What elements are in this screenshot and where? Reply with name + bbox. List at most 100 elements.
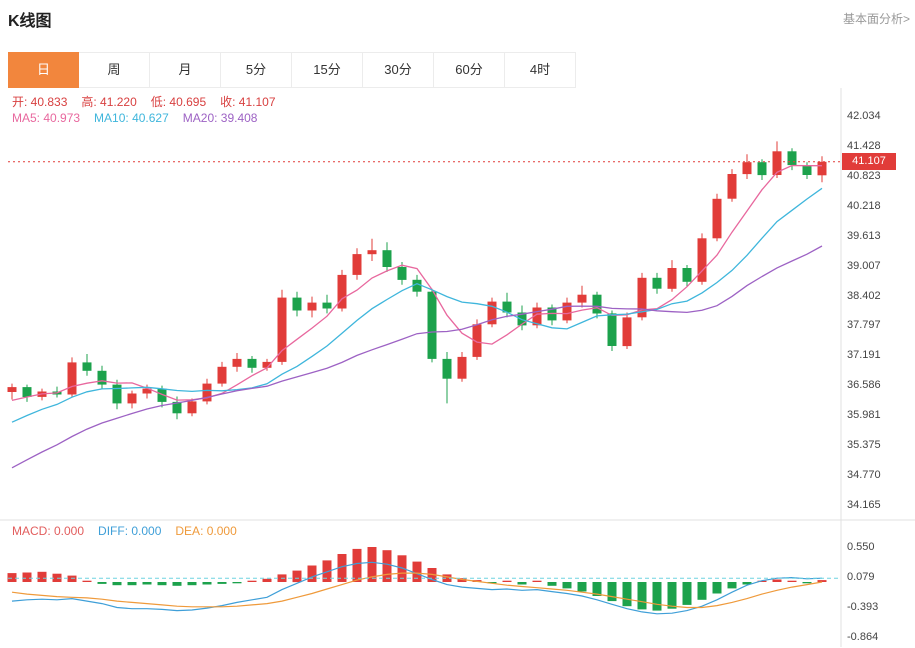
axis-label: 41.428 [847, 140, 881, 152]
candle-body [757, 162, 767, 176]
axis-label: 35.375 [847, 439, 881, 451]
macd-bar [82, 580, 92, 582]
period-tab-6[interactable]: 60分 [434, 52, 505, 88]
macd-bar [172, 582, 182, 586]
axis-label: 40.218 [847, 200, 881, 212]
macd-bar [262, 578, 272, 582]
candle-body [772, 151, 782, 175]
ma-row-item: MA20: 39.408 [182, 111, 258, 125]
macd-bar [337, 554, 347, 582]
candle-body [682, 268, 692, 282]
macd-bar [547, 582, 557, 586]
period-tab-3[interactable]: 5分 [221, 52, 292, 88]
candle-body [442, 358, 452, 379]
last-price-tag: 41.107 [842, 153, 896, 170]
candle-body [82, 362, 92, 371]
axis-label: 38.402 [847, 290, 881, 302]
candle-body [787, 151, 797, 166]
axis-label: 39.007 [847, 260, 881, 272]
candle-body [67, 362, 77, 395]
ohlc-row-item: 高: 41.220 [81, 95, 137, 109]
candle-body [232, 358, 242, 367]
macd-bar [787, 580, 797, 582]
macd-bar [217, 582, 227, 584]
candle-body [592, 294, 602, 314]
period-tabs: 日周月 5分 15分 30分 60分 4时 [8, 52, 576, 88]
macd-bar [142, 582, 152, 585]
fundamental-analysis-link[interactable]: 基本面分析> [842, 12, 910, 26]
macd-bar [232, 582, 242, 584]
candle-body [457, 356, 467, 379]
macd-row-item: DIFF: 0.000 [98, 524, 162, 538]
macd-bar [607, 582, 617, 602]
macd-bar [37, 571, 47, 582]
candle-body [172, 401, 182, 414]
ma-row-item: MA10: 40.627 [94, 111, 169, 125]
period-tab-2[interactable]: 月 [150, 52, 221, 88]
macd-bar [727, 582, 737, 589]
candle-body [187, 401, 197, 414]
candle-body [517, 312, 527, 326]
macd-bar [667, 582, 677, 609]
ma20-line [11, 245, 823, 469]
macd-bar [712, 582, 722, 594]
ohlc-row-item: 开: 40.833 [12, 95, 68, 109]
macd-bar [652, 582, 662, 611]
macd-bar [772, 579, 782, 582]
candle-body [157, 388, 167, 402]
candle-body [742, 162, 752, 175]
macd-bar [367, 547, 377, 582]
candle-body [697, 238, 707, 282]
macd-bar [382, 550, 392, 582]
macd-header-row: MACD: 0.000 DIFF: 0.000 DEA: 0.000 [12, 524, 251, 538]
macd-bar [577, 582, 587, 592]
ohlc-row: 开: 40.833 高: 41.220 低: 40.695 收: 41.107 [12, 93, 290, 110]
macd-bar [502, 580, 512, 582]
candle-body [502, 301, 512, 313]
macd-row-item: MACD: 0.000 [12, 524, 85, 538]
candle-body [262, 361, 272, 368]
axis-label: -0.393 [847, 601, 879, 613]
candle-body [487, 301, 497, 325]
candle-body [397, 267, 407, 280]
candle-body [337, 274, 347, 309]
period-tab-4[interactable]: 15分 [292, 52, 363, 88]
candle-body [292, 297, 302, 311]
axis-label: 37.191 [847, 349, 881, 361]
candle-body [652, 277, 662, 289]
axis-label: 0.079 [847, 571, 875, 583]
ma10-line [11, 187, 823, 423]
candle-body [637, 277, 647, 318]
period-tab-1[interactable]: 周 [79, 52, 150, 88]
macd-bar [7, 573, 17, 582]
axis-label: 37.797 [847, 319, 881, 331]
macd-bar [442, 574, 452, 582]
macd-bar [352, 548, 362, 582]
candle-body [802, 165, 812, 175]
candle-body [412, 279, 422, 292]
ma5-line [11, 164, 822, 402]
macd-bar [187, 582, 197, 586]
macd-bar [637, 582, 647, 610]
macd-bar [622, 582, 632, 607]
axis-label: 39.613 [847, 230, 881, 242]
page-title: K线图 [8, 13, 52, 30]
macd-bar [517, 582, 527, 585]
macd-bar [307, 565, 317, 582]
ma-row: MA5: 40.973 MA10: 40.627 MA20: 39.408 [12, 111, 271, 125]
candle-body [607, 313, 617, 346]
macd-bar [112, 582, 122, 586]
candle-body [202, 383, 212, 402]
period-tab-0[interactable]: 日 [8, 52, 79, 88]
axis-label: 34.770 [847, 469, 881, 481]
macd-bar [412, 561, 422, 582]
macd-bar [397, 555, 407, 582]
axis-label: 0.550 [847, 541, 875, 553]
period-tab-7[interactable]: 4时 [505, 52, 576, 88]
candle-body [562, 302, 572, 321]
axis-label: 42.034 [847, 110, 881, 122]
macd-bar [22, 572, 32, 582]
period-tab-5[interactable]: 30分 [363, 52, 434, 88]
